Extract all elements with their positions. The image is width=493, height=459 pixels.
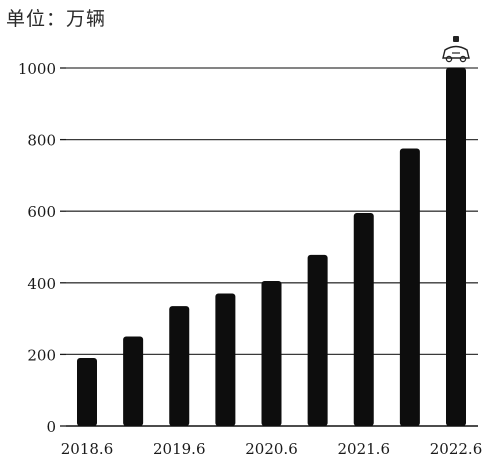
y-tick-label: 0: [46, 418, 56, 436]
unit-label: 单位：万辆: [6, 8, 107, 30]
y-tick-label: 800: [27, 132, 56, 150]
bar: [446, 67, 466, 426]
bar: [77, 357, 97, 426]
y-tick-label: 600: [27, 203, 56, 221]
bar: [261, 281, 282, 426]
bar: [215, 293, 236, 426]
y-tick-label: 200: [27, 346, 56, 364]
y-tick-label: 400: [27, 275, 56, 293]
bar: [123, 336, 144, 426]
x-axis: 2018.6 2019.6 2020.6 2021.6 2022.6: [61, 440, 483, 458]
x-tick-label: 2021.6: [338, 440, 391, 458]
bar: [399, 148, 420, 427]
bar: [169, 306, 190, 426]
y-tick-label: 1000: [18, 60, 56, 78]
x-tick-label: 2022.6: [430, 440, 483, 458]
car-with-battery-icon: [442, 36, 470, 63]
x-tick-label: 2019.6: [153, 440, 206, 458]
bar: [353, 212, 374, 426]
x-tick-label: 2018.6: [61, 440, 114, 458]
x-tick-label: 2020.6: [245, 440, 298, 458]
bars: [77, 67, 466, 427]
bar: [307, 254, 328, 426]
